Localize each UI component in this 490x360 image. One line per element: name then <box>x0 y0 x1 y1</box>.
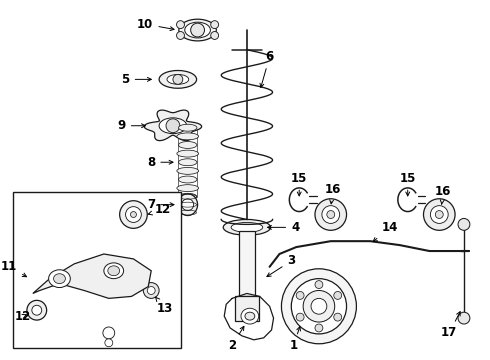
Text: 2: 2 <box>228 327 244 352</box>
Circle shape <box>143 283 159 298</box>
Circle shape <box>322 206 340 224</box>
Text: 10: 10 <box>137 18 174 31</box>
Ellipse shape <box>177 150 198 157</box>
Ellipse shape <box>177 167 198 174</box>
Ellipse shape <box>241 308 259 324</box>
Text: 7: 7 <box>147 198 174 211</box>
Circle shape <box>315 199 346 230</box>
Text: 15: 15 <box>399 171 416 196</box>
Ellipse shape <box>245 312 255 320</box>
Text: 12: 12 <box>15 310 31 323</box>
Circle shape <box>27 300 47 320</box>
Text: 13: 13 <box>155 297 173 315</box>
Circle shape <box>315 281 323 288</box>
Text: 11: 11 <box>1 260 26 277</box>
Circle shape <box>303 291 335 322</box>
Bar <box>13 192 181 348</box>
Circle shape <box>315 324 323 332</box>
Circle shape <box>103 327 115 339</box>
Text: 9: 9 <box>118 119 146 132</box>
Text: 5: 5 <box>122 73 151 86</box>
Text: 12: 12 <box>148 203 171 216</box>
Circle shape <box>296 313 304 321</box>
Circle shape <box>120 201 147 228</box>
Ellipse shape <box>231 222 263 232</box>
Circle shape <box>176 32 184 39</box>
Circle shape <box>191 23 204 37</box>
Bar <box>235 296 259 321</box>
Circle shape <box>334 292 342 300</box>
Circle shape <box>296 292 304 300</box>
Ellipse shape <box>178 176 197 183</box>
Ellipse shape <box>159 118 187 134</box>
Circle shape <box>147 287 155 294</box>
Circle shape <box>327 211 335 219</box>
Circle shape <box>32 305 42 315</box>
Text: 6: 6 <box>260 50 274 87</box>
Text: 15: 15 <box>291 171 307 196</box>
Text: 1: 1 <box>289 327 300 352</box>
Ellipse shape <box>159 71 196 88</box>
Circle shape <box>334 313 342 321</box>
Ellipse shape <box>178 194 197 216</box>
Ellipse shape <box>49 270 71 288</box>
Ellipse shape <box>53 274 65 284</box>
Polygon shape <box>33 254 151 298</box>
Ellipse shape <box>178 193 197 200</box>
Circle shape <box>211 32 219 39</box>
Polygon shape <box>144 110 201 141</box>
Text: 17: 17 <box>441 312 460 339</box>
Ellipse shape <box>177 185 198 192</box>
Text: 16: 16 <box>435 185 451 204</box>
Text: 8: 8 <box>147 156 173 169</box>
Ellipse shape <box>182 199 194 211</box>
Ellipse shape <box>108 266 120 276</box>
Circle shape <box>166 119 180 132</box>
Ellipse shape <box>223 220 270 235</box>
Ellipse shape <box>167 75 189 84</box>
Circle shape <box>176 21 184 28</box>
Circle shape <box>130 212 136 217</box>
Circle shape <box>311 298 327 314</box>
Circle shape <box>430 206 448 224</box>
Text: 16: 16 <box>324 183 341 204</box>
Circle shape <box>125 207 141 222</box>
Circle shape <box>105 339 113 347</box>
Ellipse shape <box>177 133 198 140</box>
Ellipse shape <box>104 263 123 279</box>
Circle shape <box>458 219 470 230</box>
Ellipse shape <box>185 22 210 38</box>
Text: 14: 14 <box>373 221 398 242</box>
Circle shape <box>458 312 470 324</box>
Circle shape <box>281 269 356 344</box>
Circle shape <box>211 21 219 28</box>
Circle shape <box>173 75 183 84</box>
Circle shape <box>423 199 455 230</box>
Bar <box>239 231 255 296</box>
Ellipse shape <box>178 141 197 148</box>
Ellipse shape <box>178 159 197 166</box>
Circle shape <box>435 211 443 219</box>
Text: 3: 3 <box>267 255 295 276</box>
Text: 4: 4 <box>268 221 299 234</box>
Ellipse shape <box>179 19 216 41</box>
Circle shape <box>291 279 346 334</box>
Ellipse shape <box>178 124 197 131</box>
